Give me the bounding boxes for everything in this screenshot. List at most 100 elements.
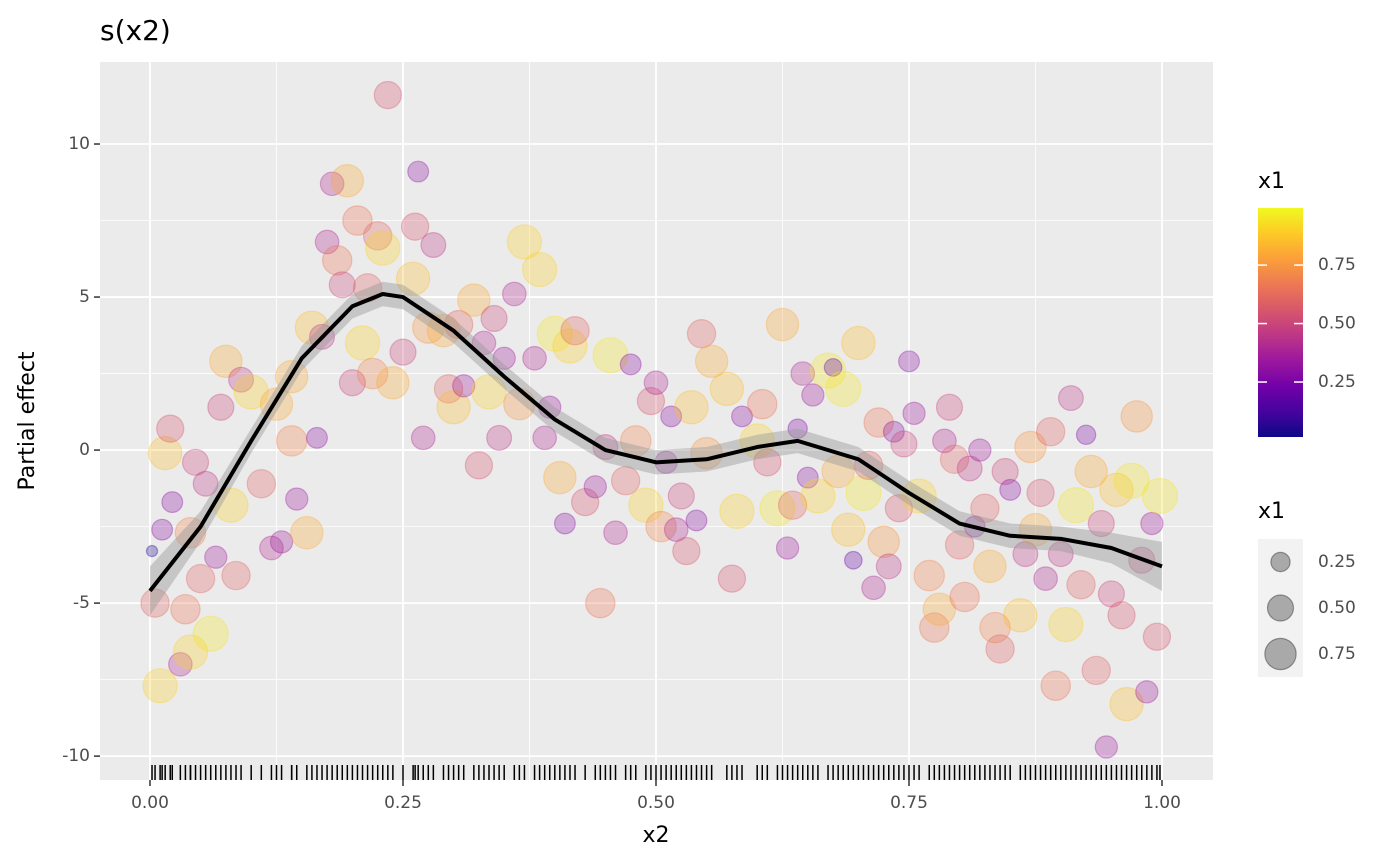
point [480,304,508,333]
point [583,475,607,499]
x-tick-label: 0.50 [637,793,675,813]
point [192,470,219,497]
point [800,478,836,514]
y-tick-label: -5 [73,593,90,613]
point [168,651,193,677]
colorbar-label: 0.75 [1318,255,1356,275]
point [731,405,753,428]
point [1035,416,1066,447]
point [410,425,436,451]
y-axis-title: Partial effect [15,351,40,490]
point [521,251,558,288]
point [142,668,178,704]
point [246,469,277,499]
point [294,310,330,345]
point [1075,424,1097,445]
point [1135,680,1159,704]
point [672,536,701,566]
point [471,330,497,356]
colorbar [1258,208,1303,437]
x-tick-label: 1.00 [1143,793,1181,813]
point [882,420,905,443]
point [436,390,471,425]
point [338,369,366,397]
point [809,352,847,389]
point [259,535,284,561]
point [585,587,616,619]
point [145,544,159,558]
point [890,430,918,458]
color-legend-title: x1 [1258,169,1285,194]
point [956,455,983,482]
point [610,465,641,496]
point [1003,598,1038,633]
point [1057,487,1095,524]
point [1066,570,1096,600]
point [344,325,381,361]
point [506,224,543,260]
point [1142,622,1172,651]
point [694,344,729,379]
y-tick-label: 0 [79,440,90,460]
point [1087,509,1115,538]
point [913,559,945,592]
chart-title: s(x2) [100,14,171,47]
point [321,245,353,276]
point [147,435,183,471]
point [314,229,340,255]
x-tick-label: 0.75 [890,793,928,813]
point [686,319,717,349]
point [306,426,328,449]
point [560,315,590,346]
point [831,512,866,547]
point [492,346,516,370]
point [1109,686,1144,722]
size-key [1266,594,1295,622]
size-key [1264,637,1297,671]
y-tick-label: -10 [62,746,90,766]
point [902,401,926,426]
point [553,512,576,535]
point [660,405,683,428]
point [452,374,476,398]
point [636,386,666,416]
size-key-bg [1258,631,1303,677]
point [1113,462,1150,499]
point [207,393,235,421]
point [935,393,964,421]
point [285,487,309,511]
x-axis-title: x2 [642,823,669,848]
point [841,325,876,361]
point [1107,601,1136,630]
point [1074,454,1108,489]
point [290,515,324,550]
point [501,281,527,307]
point [536,315,573,352]
point [685,509,708,532]
point [1094,735,1119,759]
point [628,487,664,523]
grid [100,62,1213,780]
point [407,160,430,183]
point [843,550,863,570]
point [1048,606,1084,643]
point [787,418,808,439]
point [151,518,174,541]
point [464,451,494,480]
point [389,338,417,366]
point [1141,477,1179,515]
point [319,171,345,197]
point [759,490,796,527]
point [823,358,843,377]
smooth-line [148,291,1163,593]
point [790,361,816,386]
size-key-bg [1258,585,1303,631]
point [919,612,950,643]
point [1099,472,1134,508]
point [433,374,464,404]
point [1120,400,1153,433]
point [619,353,642,376]
point [275,425,308,457]
point [939,444,970,474]
